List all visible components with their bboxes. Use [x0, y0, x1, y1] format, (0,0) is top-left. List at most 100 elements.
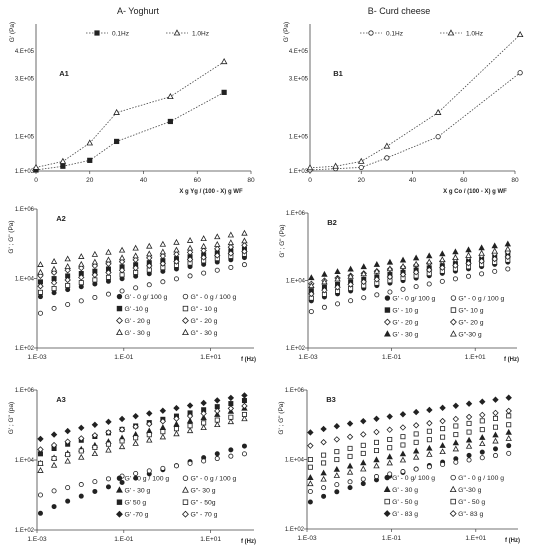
- data-point: [214, 417, 220, 423]
- data-point: [452, 262, 459, 269]
- data-point: [146, 242, 153, 249]
- y-tick-label: 4.E+05: [15, 49, 35, 55]
- data-point: [357, 157, 365, 164]
- data-point: [334, 482, 340, 488]
- data-point: [506, 422, 512, 428]
- legend-entry: 0.1Hz: [112, 31, 129, 38]
- data-point: [200, 254, 207, 261]
- panel-label: B2: [327, 218, 337, 227]
- data-point: [118, 254, 126, 261]
- data-point: [387, 436, 393, 442]
- legend-entry: G' - 0 g/ 100 g: [392, 475, 435, 482]
- data-point: [333, 423, 341, 430]
- legend-entry: 1.0Hz: [466, 31, 483, 38]
- legend-marker: [449, 318, 457, 326]
- data-point: [426, 252, 433, 259]
- data-point: [241, 415, 248, 422]
- data-point: [200, 242, 207, 249]
- data-point: [320, 469, 327, 476]
- data-point: [173, 258, 180, 265]
- data-point: [347, 265, 354, 272]
- data-point: [105, 274, 111, 280]
- data-point: [347, 272, 354, 279]
- data-point: [426, 281, 432, 287]
- data-point: [133, 435, 139, 441]
- data-point: [65, 485, 71, 491]
- y-tick-label: 1.E+04: [286, 279, 306, 285]
- data-point: [308, 309, 314, 315]
- data-point: [214, 267, 220, 273]
- legend-entry: G' - 0 g/ 100 g: [392, 296, 435, 303]
- data-point: [466, 429, 472, 435]
- panel-label: B1: [333, 69, 343, 78]
- data-point: [146, 432, 152, 438]
- data-point: [186, 236, 194, 243]
- data-point: [465, 246, 472, 253]
- data-point: [92, 444, 98, 450]
- data-point: [347, 281, 354, 288]
- legend-entry: G' - 30 g: [392, 487, 418, 494]
- data-point: [50, 265, 58, 272]
- data-point: [241, 392, 248, 399]
- data-point: [478, 244, 485, 251]
- data-point: [146, 254, 153, 262]
- data-point: [412, 422, 420, 429]
- data-point: [78, 424, 85, 432]
- data-point: [361, 295, 367, 301]
- data-point: [186, 402, 194, 409]
- panel-label: B3: [326, 395, 336, 404]
- data-point: [118, 415, 126, 423]
- data-point: [320, 425, 327, 433]
- data-point: [186, 256, 194, 263]
- data-point: [78, 284, 84, 290]
- x-axis-label: f (Hz): [504, 357, 519, 363]
- data-point: [201, 420, 207, 426]
- data-point: [506, 450, 512, 456]
- legend-entry: G" - 0 g / 100 g: [190, 294, 236, 301]
- data-point: [373, 439, 379, 445]
- y-tick-label: 1.E+04: [15, 458, 35, 464]
- legend-marker: [383, 330, 391, 337]
- data-point: [479, 434, 486, 440]
- legend-entry: G' - 50 g: [392, 499, 418, 506]
- legend-marker: [450, 474, 456, 481]
- y-axis-label: G' ; G" (Pa): [278, 401, 285, 434]
- data-point: [241, 237, 248, 244]
- legend-marker: [384, 474, 390, 481]
- data-point: [228, 453, 234, 459]
- data-point: [87, 157, 93, 163]
- data-point: [132, 439, 139, 446]
- data-point: [412, 447, 420, 454]
- x-axis-label: f (Hz): [241, 539, 256, 545]
- data-point: [118, 443, 126, 450]
- data-point: [78, 493, 84, 499]
- data-point: [187, 273, 193, 279]
- legend-entry: G' - 10 g: [392, 308, 418, 315]
- data-point: [241, 402, 248, 410]
- panel-label: A2: [56, 214, 66, 223]
- data-point: [466, 452, 472, 458]
- data-point: [452, 415, 460, 423]
- legend-marker: [383, 485, 391, 493]
- data-point: [227, 231, 235, 238]
- y-tick-label: 1.E+02: [15, 528, 35, 534]
- data-point: [479, 271, 485, 277]
- data-point: [113, 108, 120, 115]
- data-point: [146, 250, 153, 257]
- data-point: [347, 453, 353, 459]
- x-tick-label: 1.E+01: [200, 536, 221, 543]
- legend-entry: G"- 20 g: [458, 320, 483, 327]
- y-axis-label: G' ; G" (Pa): [279, 224, 286, 257]
- legend-marker: [116, 486, 123, 493]
- data-point: [200, 410, 207, 417]
- data-point: [452, 248, 459, 255]
- data-point: [434, 108, 442, 115]
- data-point: [413, 466, 419, 472]
- y-axis-label: G' (Pa): [9, 22, 16, 42]
- chart-B1: B- Curd cheese 0 20 40 60 80 1.E+03 1.E+05 3.E+0…: [283, 6, 524, 195]
- legend-marker: [116, 328, 123, 336]
- data-point: [465, 260, 472, 267]
- data-point: [373, 428, 380, 436]
- data-point: [492, 453, 498, 459]
- data-point: [187, 460, 193, 466]
